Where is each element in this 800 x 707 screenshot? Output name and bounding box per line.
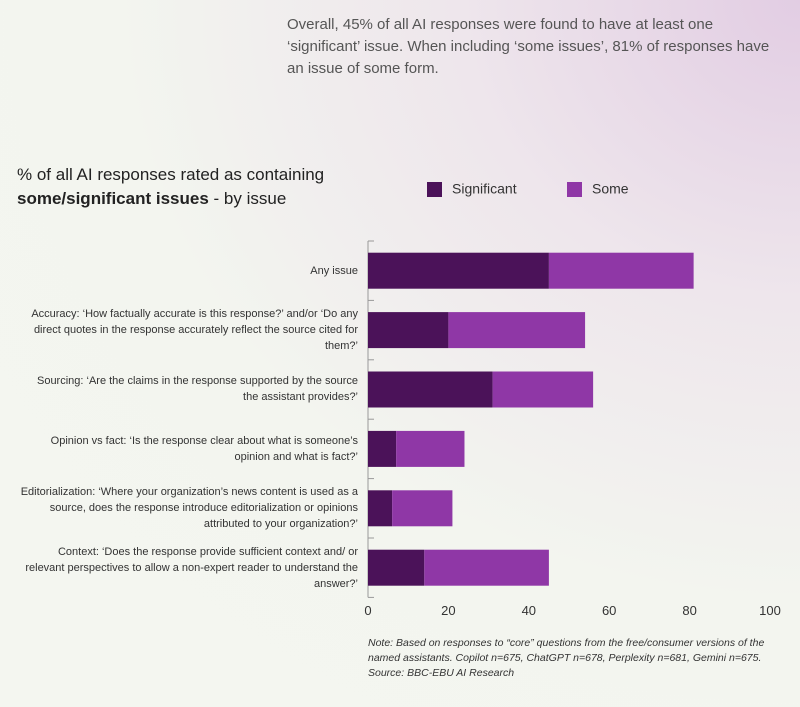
legend-swatch [427, 182, 442, 197]
intro-text: Overall, 45% of all AI responses were fo… [287, 16, 770, 77]
title-bold: some/significant issues [17, 189, 209, 208]
x-tick-label: 40 [522, 603, 536, 618]
bar-segment [448, 312, 586, 349]
legend-label: Some [592, 181, 629, 197]
bar-segment [396, 430, 465, 467]
category-label: Context: ‘Does the response provide suff… [25, 545, 358, 590]
title-suffix: - by issue [213, 189, 287, 208]
category-label: Editorialization: ‘Where your organizati… [20, 486, 358, 531]
category-label: Opinion vs fact: ‘Is the response clear … [50, 434, 358, 463]
title-line: % of all AI responses rated as containin… [17, 165, 325, 184]
category-label: Sourcing: ‘Are the claims in the respons… [36, 375, 358, 404]
chart-title: % of all AI responses rated as containin… [17, 163, 324, 211]
category-label: Any issue [310, 264, 358, 277]
note: Note: Based on responses to “core” quest… [368, 637, 765, 679]
bar-segment [368, 490, 393, 527]
bar-segment [392, 490, 453, 527]
bar-segment [368, 252, 549, 289]
bar-segment [368, 371, 493, 408]
bar-segment [548, 252, 694, 289]
x-tick-label: 20 [441, 603, 455, 618]
bar-segment [368, 312, 449, 349]
x-tick-label: 80 [682, 603, 696, 618]
x-tick-label: 60 [602, 603, 616, 618]
category-label: Accuracy: ‘How factually accurate is thi… [31, 308, 358, 353]
legend-swatch [567, 182, 582, 197]
bar-segment [368, 549, 425, 586]
x-tick-label: 100 [759, 603, 781, 618]
legend-label: Significant [452, 181, 517, 197]
x-tick-label: 0 [364, 603, 371, 618]
bar-segment [368, 430, 397, 467]
bar-segment [492, 371, 594, 408]
bar-segment [424, 549, 549, 586]
